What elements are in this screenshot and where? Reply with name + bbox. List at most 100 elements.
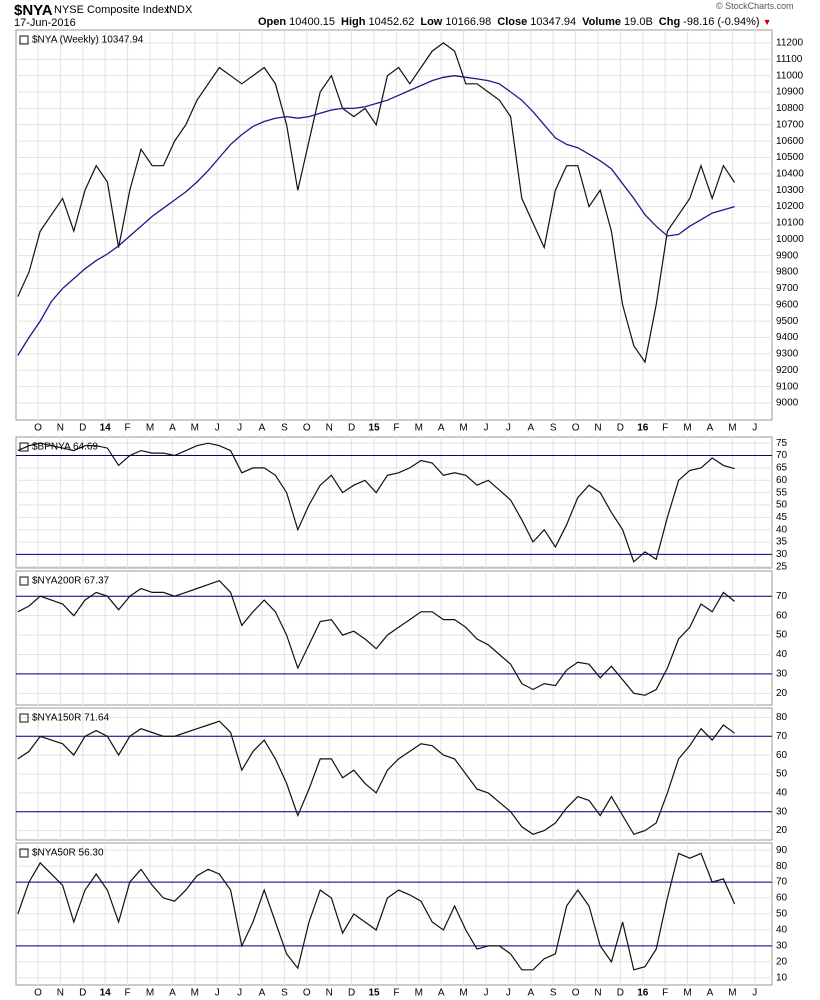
x-tick-label: M bbox=[415, 988, 423, 999]
y-tick-label: 11100 bbox=[776, 54, 803, 65]
x-tick-label: M bbox=[683, 988, 691, 999]
x-tick-label: F bbox=[125, 988, 131, 999]
y-tick-label: 50 bbox=[776, 500, 788, 511]
y-tick-label: 45 bbox=[776, 512, 788, 523]
x-tick-label: M bbox=[683, 423, 691, 434]
x-tick-label: M bbox=[191, 423, 199, 434]
legend-swatch bbox=[19, 35, 29, 45]
panel bbox=[15, 570, 773, 706]
x-tick-label: D bbox=[617, 423, 624, 434]
legend-swatch bbox=[19, 576, 29, 586]
x-tick-label: S bbox=[281, 988, 288, 999]
x-tick-label: F bbox=[662, 988, 668, 999]
y-tick-label: 60 bbox=[776, 893, 788, 904]
x-tick-label: 16 bbox=[637, 423, 649, 434]
x-tick-label: M bbox=[415, 423, 423, 434]
quote-label: Low bbox=[420, 16, 443, 28]
x-tick-label: A bbox=[259, 423, 266, 434]
x-tick-label: J bbox=[752, 423, 757, 434]
legend-label: $NYA150R 71.64 bbox=[32, 713, 110, 724]
x-tick-label: 15 bbox=[368, 988, 380, 999]
x-tick-label: A bbox=[707, 423, 714, 434]
x-tick-label: O bbox=[572, 423, 580, 434]
x-tick-label: J bbox=[752, 988, 757, 999]
y-tick-label: 10800 bbox=[776, 103, 804, 114]
y-tick-label: 9800 bbox=[776, 267, 799, 278]
y-tick-label: 70 bbox=[776, 877, 788, 888]
x-tick-label: M bbox=[146, 988, 154, 999]
panel bbox=[15, 29, 773, 421]
y-tick-label: 9400 bbox=[776, 332, 799, 343]
symbol: $NYA bbox=[14, 2, 53, 19]
y-tick-label: 10300 bbox=[776, 185, 804, 196]
x-tick-label: 14 bbox=[100, 988, 112, 999]
x-tick-label: A bbox=[707, 988, 714, 999]
y-tick-label: 60 bbox=[776, 750, 788, 761]
x-tick-label: O bbox=[303, 423, 311, 434]
y-tick-label: 10600 bbox=[776, 136, 804, 147]
x-tick-label: N bbox=[326, 988, 333, 999]
y-tick-label: 9500 bbox=[776, 316, 799, 327]
y-tick-label: 9200 bbox=[776, 365, 799, 376]
x-tick-label: A bbox=[259, 988, 266, 999]
y-tick-label: 10 bbox=[776, 972, 788, 983]
x-tick-label: M bbox=[728, 423, 736, 434]
x-tick-label: O bbox=[34, 423, 42, 434]
x-tick-label: J bbox=[484, 988, 489, 999]
legend-label: $NYA200R 67.37 bbox=[32, 576, 110, 587]
quote-value: 10452.62 bbox=[368, 16, 415, 28]
legend-swatch bbox=[19, 713, 29, 723]
x-tick-label: J bbox=[484, 423, 489, 434]
quote: Open 10400.15 High 10452.62 Low 10166.98 Close… bbox=[258, 16, 772, 28]
x-tick-label: M bbox=[146, 423, 154, 434]
y-tick-label: 40 bbox=[776, 787, 788, 798]
quote-label: Chg bbox=[658, 16, 681, 28]
y-tick-label: 9000 bbox=[776, 398, 799, 409]
y-tick-label: 20 bbox=[776, 957, 788, 968]
x-tick-label: M bbox=[459, 423, 467, 434]
x-tick-label: J bbox=[506, 988, 511, 999]
x-tick-label: J bbox=[215, 988, 220, 999]
series-line bbox=[17, 852, 736, 971]
y-tick-label: 9100 bbox=[776, 381, 799, 392]
x-tick-label: S bbox=[550, 988, 557, 999]
x-tick-label: N bbox=[57, 988, 64, 999]
y-tick-label: 70 bbox=[776, 450, 788, 461]
x-tick-label: F bbox=[393, 988, 399, 999]
series-line bbox=[17, 42, 736, 364]
legend-swatch bbox=[19, 442, 29, 452]
y-tick-label: 10200 bbox=[776, 201, 804, 212]
quote-value: 10347.94 bbox=[530, 16, 577, 28]
y-tick-label: 9700 bbox=[776, 283, 799, 294]
x-tick-label: J bbox=[237, 423, 242, 434]
legend-label: $NYA (Weekly) 10347.94 bbox=[32, 35, 144, 46]
x-tick-label: D bbox=[617, 988, 624, 999]
x-tick-label: A bbox=[438, 988, 445, 999]
quote-value: 19.0B bbox=[624, 16, 653, 28]
x-tick-label: M bbox=[191, 988, 199, 999]
x-tick-label: D bbox=[79, 423, 86, 434]
x-tick-label: D bbox=[348, 423, 355, 434]
source: © StockCharts.com bbox=[716, 1, 794, 11]
header: $NYA NYSE Composite Index INDX 17-Jun-20… bbox=[0, 0, 820, 30]
y-tick-label: 80 bbox=[776, 712, 788, 723]
exchange: INDX bbox=[166, 4, 193, 16]
y-tick-label: 20 bbox=[776, 825, 788, 836]
y-tick-label: 50 bbox=[776, 769, 788, 780]
x-tick-label: S bbox=[281, 423, 288, 434]
y-tick-label: 10500 bbox=[776, 152, 804, 163]
y-tick-label: 40 bbox=[776, 649, 788, 660]
x-tick-label: A bbox=[169, 988, 176, 999]
x-tick-label: A bbox=[527, 423, 534, 434]
y-tick-label: 80 bbox=[776, 861, 788, 872]
x-tick-label: J bbox=[506, 423, 511, 434]
x-tick-label: O bbox=[303, 988, 311, 999]
x-tick-label: O bbox=[572, 988, 580, 999]
y-tick-label: 30 bbox=[776, 549, 788, 560]
y-tick-label: 9600 bbox=[776, 299, 799, 310]
x-tick-label: J bbox=[215, 423, 220, 434]
x-tick-label: F bbox=[662, 423, 668, 434]
x-tick-label: J bbox=[237, 988, 242, 999]
y-tick-label: 10400 bbox=[776, 168, 804, 179]
